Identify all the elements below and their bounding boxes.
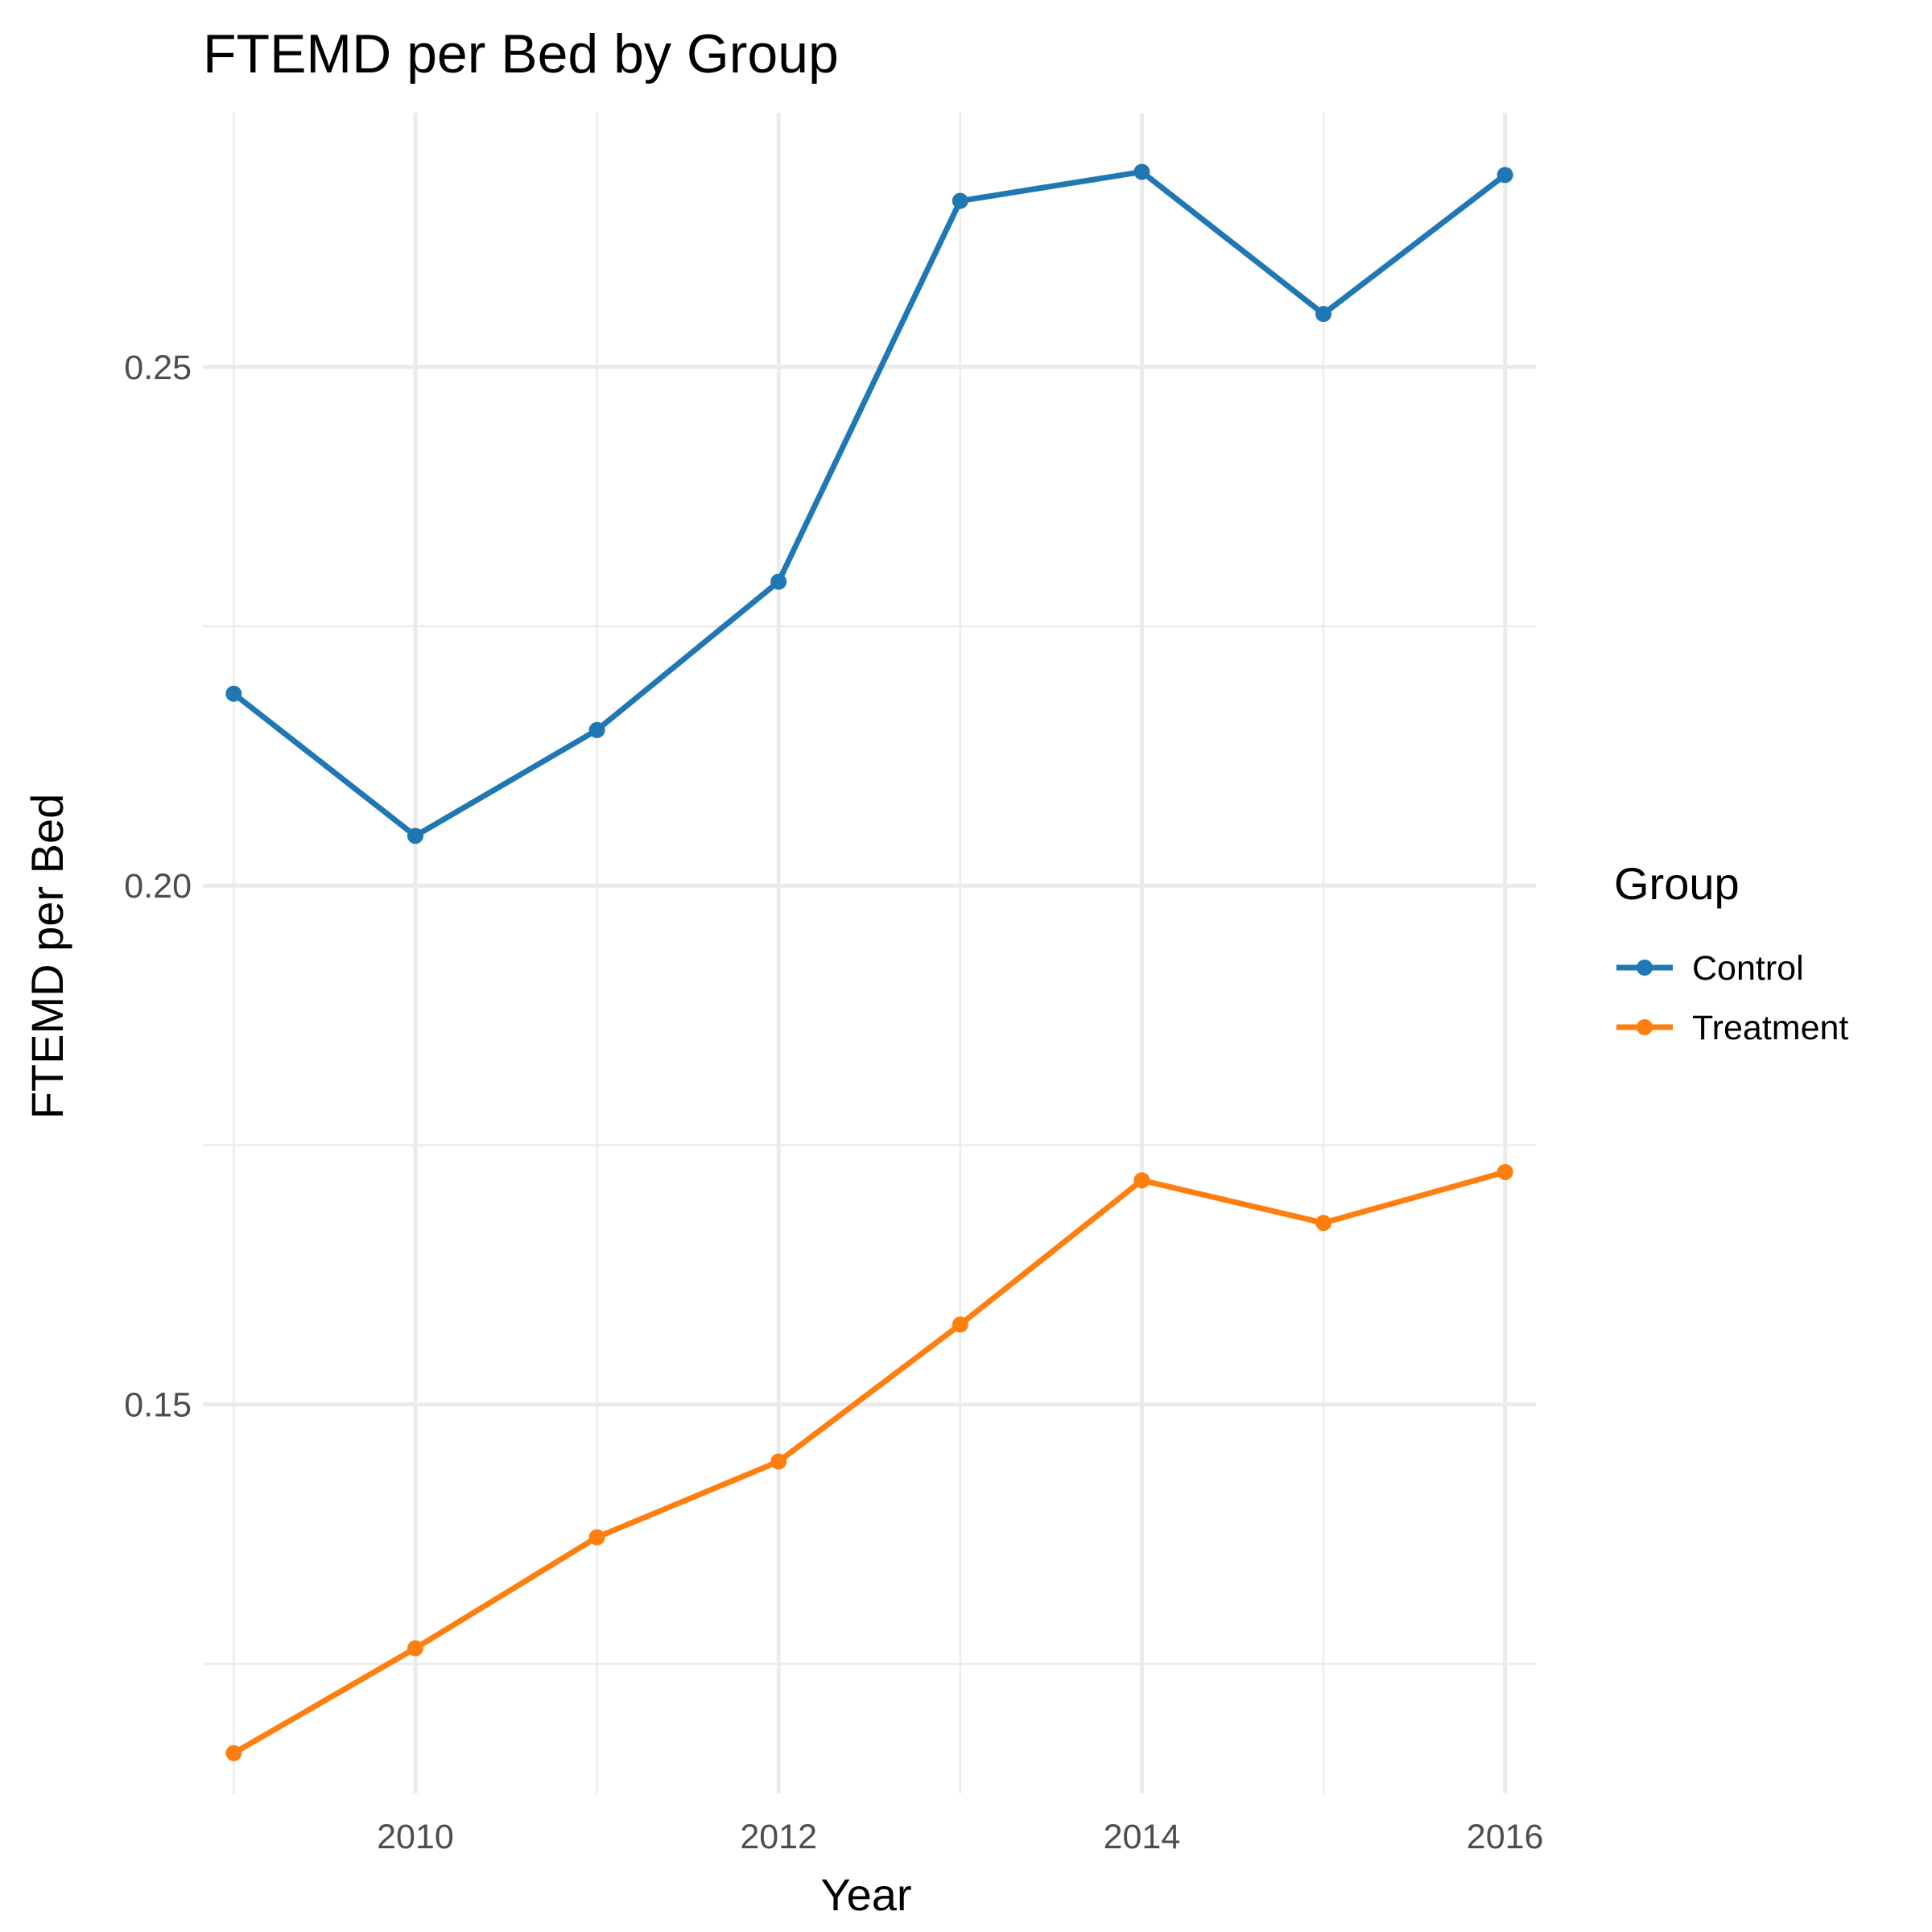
y-tick-label: 0.25 [124,349,192,387]
series-treatment [225,1163,1513,1761]
control-point [1133,163,1150,180]
treatment-point [225,1744,242,1761]
legend-key-point [1637,1019,1653,1035]
x-tick-label: 2014 [1104,1818,1181,1856]
treatment-point [770,1453,787,1470]
y-axis-title: FTEMD per Bed [22,794,72,1120]
x-tick-label: 2016 [1467,1818,1544,1856]
control-line [232,168,1507,839]
control-point [588,721,605,738]
y-tick-label: 0.15 [124,1386,192,1425]
legend-title: Group [1614,858,1740,909]
series-lines [225,163,1513,1761]
x-tick-label: 2012 [740,1818,817,1856]
control-point [1496,167,1513,184]
treatment-point [588,1529,605,1546]
control-point [407,828,423,844]
series-control [225,163,1513,844]
treatment-line [232,1169,1506,1756]
x-tick-label: 2010 [377,1818,454,1856]
treatment-point [407,1640,423,1657]
control-point [225,685,242,702]
treatment-point [1315,1215,1332,1232]
x-axis-title: Year [820,1869,911,1920]
legend: Group Control Treatment [1614,858,1848,1047]
y-tick-label: 0.20 [124,867,192,906]
legend-label: Control [1692,949,1804,988]
treatment-point [1133,1172,1150,1189]
chart-title: FTEMD per Bed by Group [203,23,839,85]
control-point [770,573,787,590]
tick-labels: 2010 2012 2014 2016 0.15 0.20 0.25 [124,349,1543,1856]
control-point [952,192,968,209]
control-point [1315,306,1332,323]
legend-item-control: Control [1616,949,1804,988]
legend-label: Treatment [1692,1009,1848,1047]
grid-lines [203,113,1536,1794]
legend-key-point [1637,960,1653,976]
treatment-point [1496,1163,1513,1180]
legend-item-treatment: Treatment [1616,1009,1848,1047]
treatment-point [952,1316,968,1333]
